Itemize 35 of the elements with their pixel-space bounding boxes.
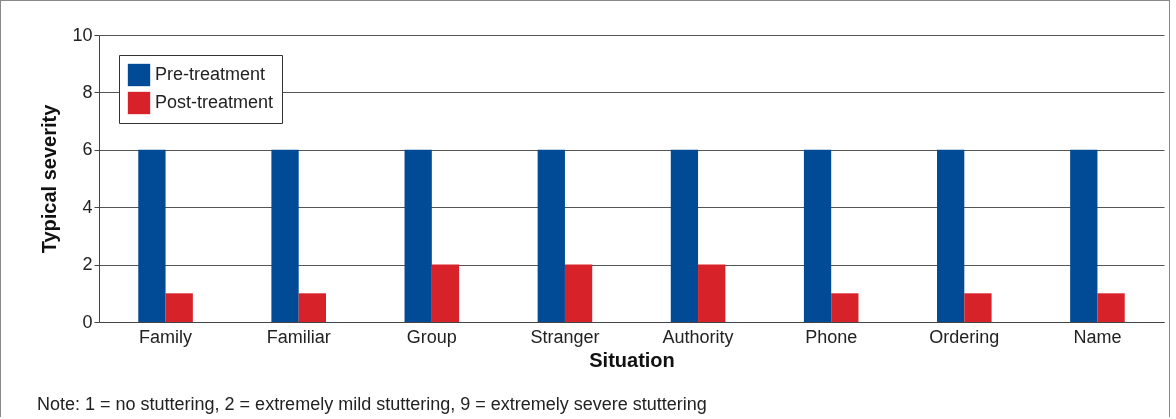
y-axis-title: Typical severity: [38, 103, 61, 254]
y-tick-label: 6: [82, 139, 93, 160]
x-tick-label: Stranger: [530, 326, 600, 347]
x-tick-label: Authority: [662, 326, 734, 347]
y-tick-label: 2: [82, 254, 93, 275]
bar: [698, 264, 726, 322]
bar: [1097, 293, 1125, 322]
x-tick-label: Familiar: [266, 326, 331, 347]
y-tick-label: 4: [82, 196, 93, 217]
bar: [271, 149, 299, 322]
legend-label: Pre-treatment: [155, 64, 266, 84]
bar: [670, 149, 699, 322]
bar: [165, 293, 193, 322]
bar: [564, 264, 593, 322]
bar: [298, 293, 326, 322]
y-tick-label: 0: [82, 311, 93, 332]
bar: [431, 264, 460, 322]
bar: [803, 149, 832, 322]
legend-label: Post-treatment: [155, 92, 274, 112]
text: Note: 1 = no stuttering, 2 = extremely mild stuttering, 9 = extremely severe stuttering: [36, 394, 707, 414]
bar: [1070, 149, 1098, 322]
bar: [138, 149, 166, 322]
x-tick-label: Family: [139, 326, 193, 347]
bar: [537, 149, 565, 322]
bar: [831, 293, 859, 322]
bar: [404, 149, 432, 322]
y-tick-label: 8: [82, 81, 93, 102]
x-tick-label: Group: [406, 326, 457, 347]
bar: [937, 149, 965, 322]
x-tick-label: Phone: [805, 326, 858, 347]
y-tick-label: 10: [72, 24, 93, 45]
bar: [964, 293, 992, 322]
x-axis-title: Situation: [589, 348, 675, 371]
x-tick-label: Ordering: [929, 326, 1000, 347]
x-tick-label: Name: [1073, 326, 1122, 347]
